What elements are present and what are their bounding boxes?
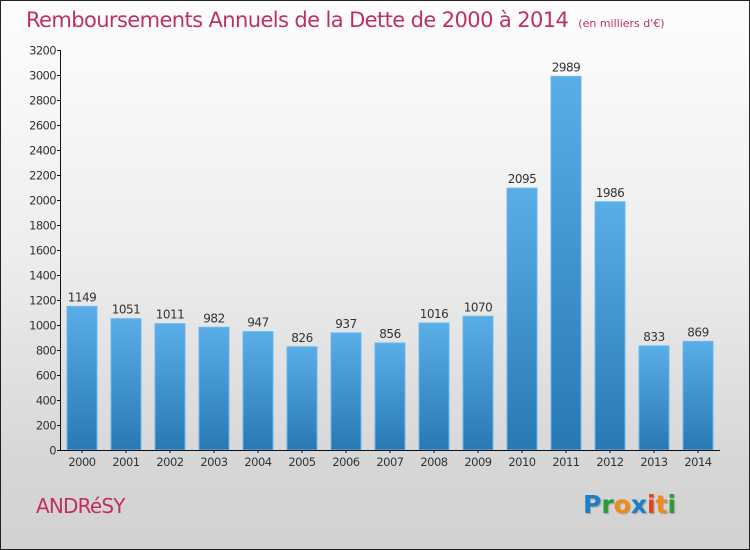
x-tick-label-2004: 2004 bbox=[244, 455, 271, 469]
y-tick-label-0: 0 bbox=[49, 444, 56, 458]
data-label-2001: 1051 bbox=[112, 303, 141, 317]
y-tick-label-1600: 1600 bbox=[29, 244, 56, 258]
bar-2000 bbox=[66, 305, 98, 451]
data-label-2014: 869 bbox=[687, 325, 708, 339]
bar-2003 bbox=[198, 326, 230, 451]
bar-2006 bbox=[330, 332, 362, 451]
data-label-2002: 1011 bbox=[156, 308, 185, 322]
axes-group: 2000 2001 2002 2003 2004 2005 2006 2007 2008 2009… bbox=[29, 44, 720, 469]
logo-letter: P bbox=[583, 490, 602, 519]
logo-letter: o bbox=[613, 490, 631, 519]
city-name: ANDRéSY bbox=[36, 494, 125, 518]
bar-2008 bbox=[418, 322, 450, 451]
y-tick-label-3200: 3200 bbox=[29, 44, 56, 58]
y-tick-label-2000: 2000 bbox=[29, 194, 56, 208]
logo-letter: t bbox=[655, 490, 668, 519]
bar-2001 bbox=[110, 318, 142, 451]
x-tick-label-2003: 2003 bbox=[200, 455, 227, 469]
x-tick-label-2005: 2005 bbox=[288, 455, 315, 469]
x-tick-label-2012: 2012 bbox=[596, 455, 623, 469]
data-label-2011: 2989 bbox=[552, 60, 581, 74]
x-tick-label-2008: 2008 bbox=[420, 455, 447, 469]
data-label-2004: 947 bbox=[247, 316, 268, 330]
y-tick-label-800: 800 bbox=[36, 344, 56, 358]
data-label-2005: 826 bbox=[291, 331, 312, 345]
x-tick-label-2010: 2010 bbox=[508, 455, 535, 469]
x-tick-label-2006: 2006 bbox=[332, 455, 359, 469]
bar-2004 bbox=[242, 331, 274, 451]
data-label-2003: 982 bbox=[203, 311, 224, 325]
data-label-2009: 1070 bbox=[464, 300, 493, 314]
data-label-2012: 1986 bbox=[596, 186, 625, 200]
y-tick-label-2800: 2800 bbox=[29, 94, 56, 108]
chart-title: Remboursements Annuels de la Dette de 20… bbox=[26, 8, 665, 32]
bar-2010 bbox=[506, 187, 538, 451]
bar-2009 bbox=[462, 315, 494, 451]
bar-2002 bbox=[154, 323, 186, 451]
data-label-2007: 856 bbox=[379, 327, 400, 341]
x-tick-label-2013: 2013 bbox=[640, 455, 667, 469]
y-tick-label-600: 600 bbox=[36, 369, 56, 383]
bars-group: 1149 1051 1011 982 947 826 937 856 1016 1070 2095 2… bbox=[66, 60, 714, 451]
y-tick-label-2600: 2600 bbox=[29, 119, 56, 133]
bar-2011 bbox=[550, 75, 582, 451]
y-tick-label-2400: 2400 bbox=[29, 144, 56, 158]
unit-note: (en milliers d'€) bbox=[578, 17, 665, 30]
x-tick-label-2002: 2002 bbox=[156, 455, 183, 469]
y-tick-label-3000: 3000 bbox=[29, 69, 56, 83]
logo-letter: i bbox=[647, 490, 656, 519]
x-tick-label-2011: 2011 bbox=[552, 455, 579, 469]
data-label-2010: 2095 bbox=[508, 172, 537, 186]
y-tick-label-400: 400 bbox=[36, 394, 56, 408]
bar-2014 bbox=[682, 340, 714, 451]
y-tick-label-1400: 1400 bbox=[29, 269, 56, 283]
logo-letter: i bbox=[667, 490, 677, 519]
x-tick-label-2014: 2014 bbox=[684, 455, 711, 469]
logo-letter: r bbox=[601, 490, 614, 519]
x-tick-label-2001: 2001 bbox=[112, 455, 139, 469]
y-tick-label-1800: 1800 bbox=[29, 219, 56, 233]
bar-2013 bbox=[638, 345, 670, 451]
bar-2012 bbox=[594, 201, 626, 451]
data-label-2000: 1149 bbox=[68, 290, 97, 304]
bar-2007 bbox=[374, 342, 406, 451]
data-label-2008: 1016 bbox=[420, 307, 449, 321]
title-text: Remboursements Annuels de la Dette de 20… bbox=[26, 8, 569, 32]
logo-letter: x bbox=[630, 490, 647, 519]
y-tick-label-1200: 1200 bbox=[29, 294, 56, 308]
bar-2005 bbox=[286, 346, 318, 451]
data-label-2013: 833 bbox=[643, 330, 664, 344]
data-label-2006: 937 bbox=[335, 317, 356, 331]
x-tick-label-2007: 2007 bbox=[376, 455, 403, 469]
y-tick-label-2200: 2200 bbox=[29, 169, 56, 183]
proxiti-logo[interactable]: Proxiti bbox=[583, 490, 676, 519]
x-tick-label-2000: 2000 bbox=[68, 455, 95, 469]
y-tick-label-1000: 1000 bbox=[29, 319, 56, 333]
x-tick-label-2009: 2009 bbox=[464, 455, 491, 469]
y-tick-label-200: 200 bbox=[36, 419, 56, 433]
